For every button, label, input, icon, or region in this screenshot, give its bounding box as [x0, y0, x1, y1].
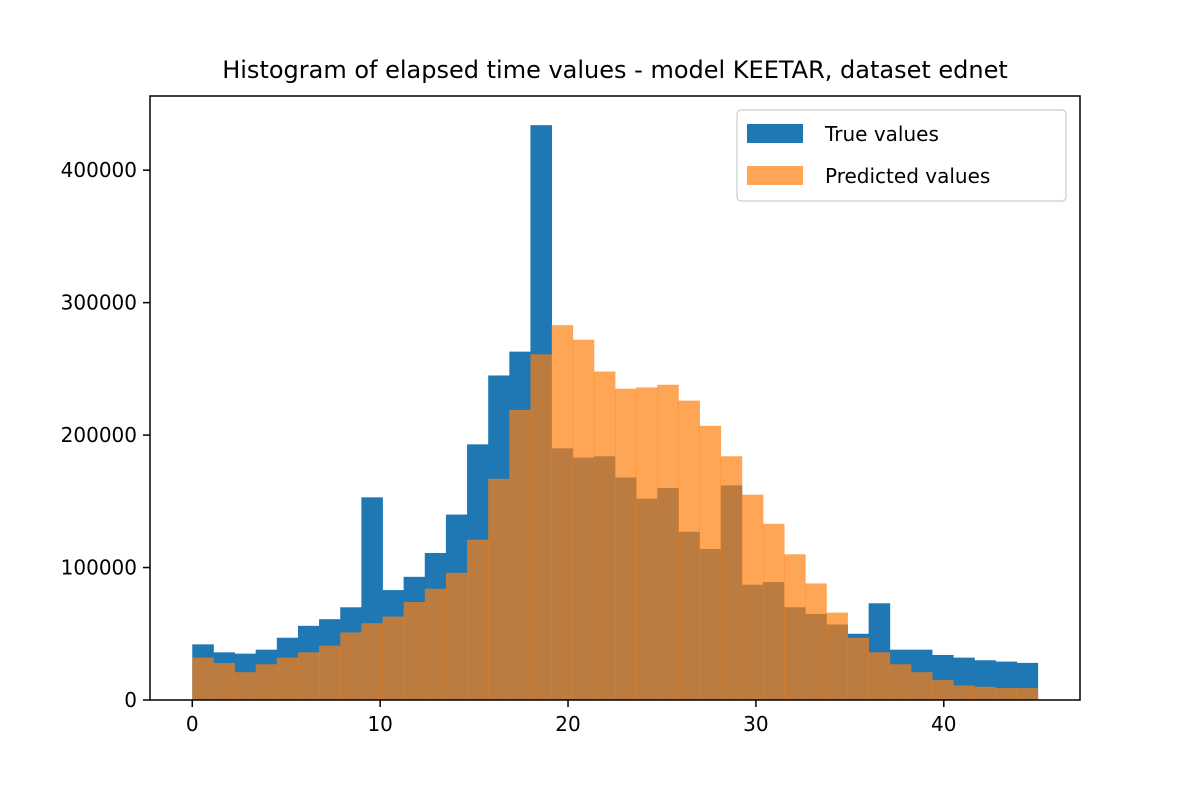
- bar-predicted-2: [234, 672, 257, 700]
- y-tick-label: 300000: [61, 291, 137, 315]
- legend: True values Predicted values: [736, 109, 1067, 202]
- bar-predicted-24: [699, 425, 722, 700]
- x-tick-label: 20: [555, 712, 580, 736]
- bar-predicted-3: [255, 664, 278, 700]
- bar-predicted-21: [636, 387, 658, 700]
- bar-predicted-13: [467, 539, 489, 700]
- y-axis: 0 100000 200000 300000 400000: [61, 158, 150, 712]
- bar-predicted-5: [297, 652, 320, 700]
- plot-frame: [149, 95, 1081, 701]
- bar-predicted-16: [530, 354, 552, 700]
- bar-predicted-7: [340, 632, 362, 700]
- bar-predicted-33: [889, 664, 912, 700]
- y-tick-label: 400000: [61, 158, 137, 182]
- bar-predicted-11: [424, 588, 447, 700]
- bar-predicted-8: [361, 623, 383, 700]
- bar-predicted-4: [276, 657, 299, 700]
- bar-predicted-19: [593, 371, 616, 700]
- x-tick-label: 40: [931, 712, 956, 736]
- bar-predicted-27: [762, 523, 785, 700]
- bar-predicted-22: [657, 384, 679, 700]
- legend-label-predicted-values: Predicted values: [825, 164, 990, 188]
- legend-swatch-predicted-values: [747, 166, 803, 185]
- predicted-values-bars: [192, 325, 1039, 700]
- bar-predicted-28: [784, 554, 806, 700]
- y-tick-label: 100000: [61, 556, 137, 580]
- bar-predicted-36: [953, 685, 975, 700]
- bar-predicted-23: [678, 400, 700, 700]
- bar-predicted-39: [1016, 688, 1039, 700]
- bar-predicted-37: [974, 686, 996, 700]
- bar-predicted-31: [847, 637, 870, 700]
- x-axis: 0 10 20 30 40: [186, 700, 957, 736]
- bar-predicted-26: [741, 494, 764, 700]
- bar-predicted-0: [192, 657, 214, 700]
- x-tick-label: 10: [367, 712, 392, 736]
- legend-swatch-true-values: [747, 124, 803, 143]
- legend-label-true-values: True values: [824, 122, 939, 146]
- y-tick-label: 0: [124, 688, 137, 712]
- bar-predicted-14: [488, 478, 510, 700]
- bar-predicted-18: [572, 339, 595, 700]
- bar-predicted-6: [319, 645, 341, 700]
- bar-predicted-17: [551, 325, 574, 700]
- bar-predicted-32: [868, 652, 891, 700]
- bar-predicted-10: [403, 601, 426, 700]
- bar-predicted-25: [720, 456, 743, 700]
- bar-predicted-12: [445, 572, 468, 700]
- x-tick-label: 0: [186, 712, 199, 736]
- bar-predicted-1: [213, 662, 235, 700]
- bar-predicted-30: [826, 612, 848, 700]
- bar-predicted-9: [382, 616, 405, 700]
- bar-predicted-29: [805, 583, 827, 700]
- bar-predicted-20: [615, 388, 637, 700]
- bar-predicted-38: [995, 688, 1017, 700]
- bar-predicted-35: [932, 680, 954, 700]
- y-tick-label: 200000: [61, 423, 137, 447]
- chart-title: Histogram of elapsed time values - model…: [222, 56, 1008, 84]
- bar-predicted-34: [910, 672, 933, 700]
- legend-box: [736, 109, 1067, 202]
- bar-predicted-15: [509, 409, 531, 700]
- x-tick-label: 30: [743, 712, 768, 736]
